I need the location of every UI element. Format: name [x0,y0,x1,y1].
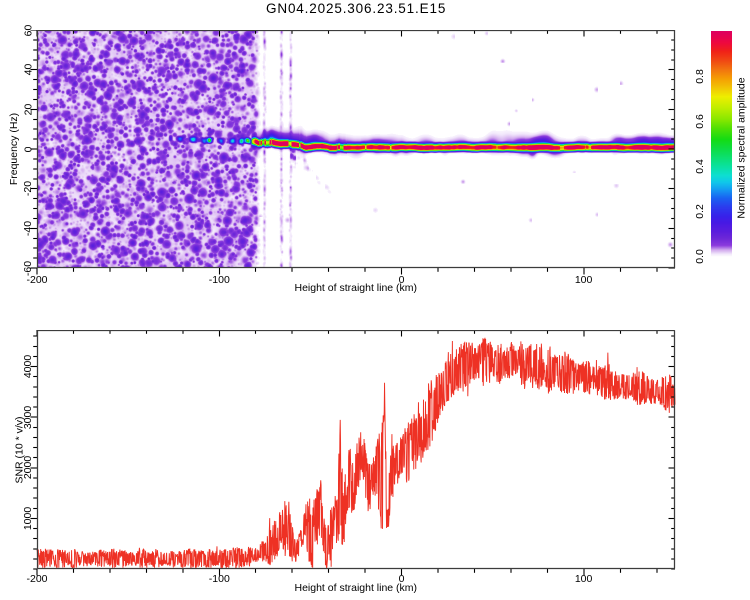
snr-x-tick-label: -200 [26,573,48,585]
spectrogram-y-axis-label: Frequency (Hz) [7,112,20,186]
spectrogram-y-tick-label: -40 [22,220,35,236]
spectrogram-panel [29,30,683,276]
colorbar [711,31,732,257]
colorbar-tick-label: 0.6 [693,114,706,129]
snr-x-tick-label: -100 [208,573,230,585]
spectrogram-y-tick-label: -20 [22,181,35,197]
spectrogram-y-tick-label: 60 [21,24,34,36]
spectrogram-y-tick-label: 20 [21,103,34,116]
colorbar-label: Normalized spectral amplitude [735,77,748,219]
spectrogram-x-tick-label: 100 [574,273,593,286]
snr-x-axis-label: Height of straight line (km) [294,582,418,594]
snr-y-tick-label: 2000 [22,456,35,480]
snr-x-tick-label: 0 [398,573,405,585]
snr-x-tick-label: 100 [574,573,593,585]
chart-title: GN04.2025.306.23.51.E15 [266,1,447,16]
snr-panel [29,330,683,577]
colorbar-tick-label: 0.0 [693,249,706,264]
spectrogram-x-tick-label: -100 [208,273,230,286]
spectrogram-y-tick-label: 0 [21,146,34,152]
colorbar-tick-label: 0.2 [693,204,706,219]
spectrogram-x-axis-label: Height of straight line (km) [294,282,418,294]
colorbar-tick-label: 0.4 [693,159,706,174]
snr-y-tick-label: 4000 [22,354,35,379]
spectrogram-x-tick-label: 0 [398,273,405,286]
snr-y-tick-label: 1000 [22,506,35,531]
snr-y-tick-label: 3000 [22,405,35,429]
spectrogram-y-tick-label: 40 [21,63,34,76]
colorbar-tick-label: 0.8 [693,69,706,84]
spectrogram-x-tick-label: -200 [26,273,48,286]
